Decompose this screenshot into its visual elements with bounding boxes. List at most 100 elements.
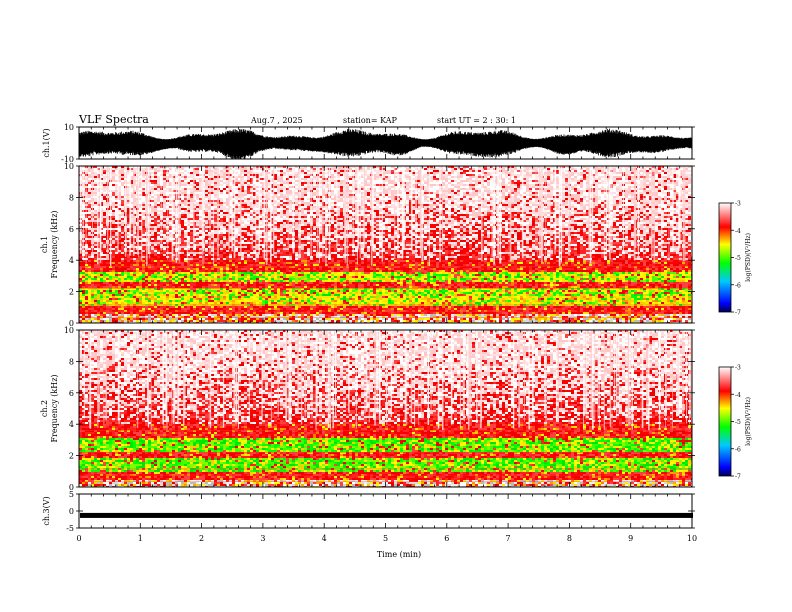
ch1-spectrogram-cell [118, 180, 122, 183]
ch1-spectrogram-cell [94, 174, 98, 177]
ch1-spectrogram-cell [301, 184, 305, 187]
ch1-spectrogram-cell [274, 184, 278, 187]
ch1-spectrogram-cell [334, 166, 338, 169]
ch1-spectrogram-cell [295, 200, 299, 203]
ch1-spectrogram-cell [562, 176, 566, 179]
ch1-spectrogram-cell [385, 192, 389, 195]
ch1-spectrogram-cell [526, 206, 530, 209]
ch1-spectrogram-cell [520, 212, 524, 215]
ch1-spectrogram-cell [193, 194, 197, 197]
ch1-spectrogram-cell [625, 182, 629, 185]
ch1-spectrogram-cell [244, 176, 248, 179]
ch1-spectrogram-cell [427, 212, 431, 215]
ch1-spectrogram-cell [334, 172, 338, 175]
ch1-spectrogram-cell [241, 174, 245, 177]
ch1-spectrogram-cell [283, 182, 287, 185]
ch1-spectrogram-cell [88, 198, 92, 201]
ch1-spectrogram-cell [277, 200, 281, 203]
ch1-spectrogram-cell [364, 170, 368, 173]
ch1-spectrogram-cell [229, 180, 233, 183]
ch1-spectrogram-cell [142, 196, 146, 199]
ch1-spectrogram-cell [613, 192, 617, 195]
ch1-spectrogram-cell [88, 212, 92, 215]
ch1-spectrogram-cell [304, 198, 308, 201]
ch1-spectrogram-cell [97, 210, 101, 213]
ch1-spectrogram-cell [472, 204, 476, 207]
ch1-spectrogram-cell [472, 182, 476, 185]
ch1-spectrogram-cell [448, 212, 452, 215]
ch1-spectrogram-cell [427, 200, 431, 203]
ch1-spectrogram-cell [310, 174, 314, 177]
ch1-spectrogram-cell [484, 166, 488, 169]
ch1-spectrogram-cell [193, 196, 197, 199]
ch1-spectrogram-cell [88, 176, 92, 179]
ch1-spectrogram-cell [358, 170, 362, 173]
ch1-spectrogram-cell [88, 206, 92, 209]
ch1-spectrogram-cell [277, 172, 281, 175]
ch1-spectrogram-cell [391, 212, 395, 215]
ch1-spectrogram-cell [253, 206, 257, 209]
ch1-spectrogram-cell [307, 212, 311, 215]
ch1-spectrogram-cell [250, 194, 254, 197]
ch1-spectrogram-cell [373, 186, 377, 189]
ch1-spectrogram-cell [112, 198, 116, 201]
ch1-spectrogram-cell [427, 208, 431, 211]
ch1-spectrogram-cell [502, 182, 506, 185]
ch1-spectrogram-cell [364, 168, 368, 171]
ch1-spectrogram-cell [238, 200, 242, 203]
ch1-spectrogram-cell [97, 178, 101, 181]
ch1-spectrogram-cell [247, 198, 251, 201]
ch1-spectrogram-cell [613, 210, 617, 213]
ch1-spectrogram-cell [172, 190, 176, 193]
ch1-spectrogram-cell [676, 172, 680, 175]
ch1-spectrogram-cell [670, 178, 674, 181]
ch1-spectrogram-cell [196, 196, 200, 199]
ch1-spectrogram-cell [286, 202, 290, 205]
ch1-spectrogram-cell [259, 172, 263, 175]
ch1-spectrogram-cell [517, 192, 521, 195]
ch1-spectrogram-cell [673, 206, 677, 209]
ch1-spectrogram-cell [361, 202, 365, 205]
ch1-spectrogram-cell [616, 184, 620, 187]
ch1-spectrogram-cell [142, 174, 146, 177]
ch1-spectrogram-cell [289, 200, 293, 203]
ch1-spectrogram-cell [187, 196, 191, 199]
ch1-spectrogram-cell [349, 194, 353, 197]
ch1-spectrogram-cell [325, 166, 329, 169]
ch1-spectrogram-cell [478, 190, 482, 193]
ch1-spectrogram-cell [565, 204, 569, 207]
ch1-spectrogram-cell [448, 192, 452, 195]
ch1-spectrogram-cell [223, 208, 227, 211]
ch1-spectrogram-cell [319, 202, 323, 205]
ch1-spectrogram-cell [625, 190, 629, 193]
ch1-spectrogram-cell [259, 178, 263, 181]
ch1-spectrogram-cell [349, 210, 353, 213]
ch1-spectrogram-cell [268, 184, 272, 187]
ch1-spectrogram-cell [511, 188, 515, 191]
ch1-spectrogram-cell [301, 206, 305, 209]
ch1-spectrogram-cell [565, 208, 569, 211]
ch1-spectrogram-cell [385, 184, 389, 187]
ch1-spectrogram-cell [388, 196, 392, 199]
ch1-spectrogram-cell [583, 188, 587, 191]
ch1-spectrogram-cell [181, 168, 185, 171]
ch1-spectrogram-cell [457, 174, 461, 177]
ch1-spectrogram-cell [88, 168, 92, 171]
ch1-spectrogram-cell [307, 188, 311, 191]
ch1-spectrogram-cell [661, 170, 665, 173]
ch1-spectrogram-cell [505, 166, 509, 169]
ch1-spectrogram-cell [433, 182, 437, 185]
ch1-spectrogram-cell [424, 166, 428, 169]
ch1-spectrogram-cell [451, 184, 455, 187]
ch1-spectrogram-cell [115, 206, 119, 209]
ch1-spectrogram-cell [376, 198, 380, 201]
ch1-spectrogram-cell [520, 178, 524, 181]
ch1-spectrogram-cell [133, 196, 137, 199]
ch1-spectrogram-cell [307, 180, 311, 183]
ch1-spectrogram-cell [214, 168, 218, 171]
ch1-spectrogram-cell [199, 194, 203, 197]
ch1-spectrogram-cell [595, 184, 599, 187]
ch1-spectrogram-cell [655, 178, 659, 181]
ch1-spectrogram-cell [154, 200, 158, 203]
ch1-spectrogram-cell [526, 196, 530, 199]
